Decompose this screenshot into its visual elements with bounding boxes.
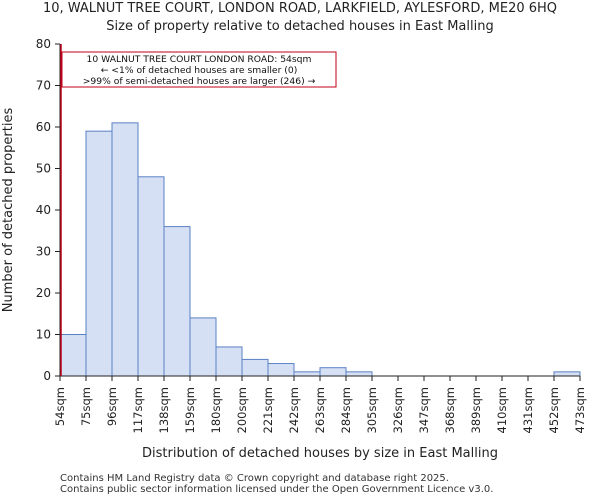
y-tick-label: 10: [36, 328, 51, 342]
y-tick-label: 70: [36, 79, 51, 93]
x-tick-label: 54sqm: [53, 387, 67, 426]
x-tick-label: 431sqm: [521, 387, 535, 433]
bar-263sqm: [319, 367, 347, 377]
bar-284sqm: [345, 371, 373, 377]
x-axis-label: Distribution of detached houses by size …: [142, 446, 498, 461]
y-tick-label: 40: [36, 203, 51, 217]
footer-copyright: Contains HM Land Registry data © Crown c…: [60, 473, 449, 484]
annotation-box: 10 WALNUT TREE COURT LONDON ROAD: 54sqm …: [61, 51, 337, 88]
bar-200sqm: [241, 358, 269, 377]
bar-75sqm: [85, 130, 113, 377]
x-tick-label: 389sqm: [469, 387, 483, 433]
annotation-line-2: ← <1% of detached houses are smaller (0): [101, 65, 298, 76]
y-tick-label: 30: [36, 245, 51, 259]
footer-licence: Contains public sector information licen…: [60, 484, 494, 495]
x-tick-label: 96sqm: [105, 387, 119, 426]
y-axis-label: Number of detached properties: [1, 108, 16, 313]
x-tick-label: 180sqm: [209, 387, 223, 433]
x-tick-label: 159sqm: [183, 387, 197, 433]
x-tick-label: 452sqm: [547, 387, 561, 433]
bar-180sqm: [215, 346, 243, 377]
annotation-line-1: 10 WALNUT TREE COURT LONDON ROAD: 54sqm: [87, 54, 312, 65]
bar-221sqm: [267, 363, 295, 377]
x-tick-label: 117sqm: [131, 387, 145, 433]
x-tick-label: 200sqm: [235, 387, 249, 433]
x-tick-label: 75sqm: [79, 387, 93, 426]
bar-117sqm: [137, 176, 165, 377]
x-ticks-group: 54sqm 75sqm 96sqm 117sqm 138sqm 159sqm 180sqm 2…: [53, 376, 587, 433]
y-tick-label: 60: [36, 120, 51, 134]
bars-group: [59, 122, 581, 377]
annotation-border: [61, 51, 337, 88]
bar-54sqm: [59, 334, 87, 377]
y-tick-label: 80: [36, 37, 51, 51]
bar-159sqm: [189, 317, 217, 377]
x-tick-label: 473sqm: [573, 387, 587, 433]
x-tick-label: 138sqm: [157, 387, 171, 433]
x-tick-label: 284sqm: [339, 387, 353, 433]
x-tick-label: 368sqm: [443, 387, 457, 433]
bar-96sqm: [111, 122, 139, 377]
x-tick-label: 326sqm: [391, 387, 405, 433]
bar-452sqm: [553, 371, 581, 377]
x-tick-label: 410sqm: [495, 387, 509, 433]
annotation-line-3: >99% of semi-detached houses are larger …: [83, 76, 316, 87]
y-tick-label: 50: [36, 162, 51, 176]
chart-title: 10, WALNUT TREE COURT, LONDON ROAD, LARK…: [42, 1, 558, 16]
x-tick-label: 242sqm: [287, 387, 301, 433]
bar-138sqm: [163, 226, 191, 377]
x-tick-label: 347sqm: [417, 387, 431, 433]
y-ticks-group: 0 10 20 30 40 50 60 70 80: [36, 37, 60, 383]
chart-subtitle: Size of property relative to detached ho…: [106, 19, 494, 34]
x-tick-label: 221sqm: [261, 387, 275, 433]
y-tick-label: 0: [43, 369, 51, 383]
x-tick-label: 305sqm: [365, 387, 379, 433]
y-tick-label: 20: [36, 286, 51, 300]
x-tick-label: 263sqm: [313, 387, 327, 433]
bar-242sqm: [293, 371, 321, 377]
